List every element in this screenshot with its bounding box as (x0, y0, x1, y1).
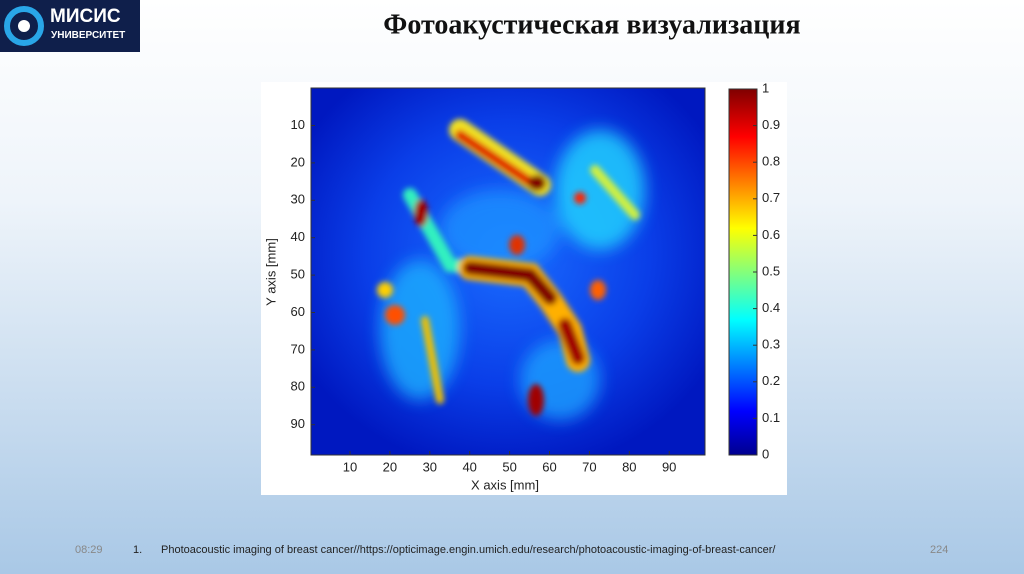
x-tick-label: 50 (502, 459, 516, 474)
page-number: 224 (930, 544, 948, 556)
footer-time: 08:29 (75, 544, 103, 556)
colorbar-tick-label: 0.9 (762, 117, 780, 132)
x-tick-label: 20 (383, 459, 397, 474)
logo-sub: УНИВЕРСИТЕТ (51, 30, 125, 41)
x-tick-label: 40 (462, 459, 476, 474)
x-tick-label: 60 (542, 459, 556, 474)
colorbar-tick-label: 0.7 (762, 190, 780, 205)
logo-name: МИСИС (50, 6, 121, 27)
colorbar-tick-label: 0.5 (762, 263, 780, 278)
ticks: 10 20 30 40 50 60 70 80 90 10 20 30 40 50 60 70 80 90 0 0.1… (291, 80, 781, 474)
colorbar-tick-label: 0.1 (762, 410, 780, 425)
colorbar-tick-label: 0 (762, 446, 769, 461)
y-axis-label: Y axis [mm] (263, 238, 278, 306)
y-tick-label: 40 (291, 229, 305, 244)
y-tick-label: 50 (291, 267, 305, 282)
colorbar-tick-label: 1 (762, 80, 769, 95)
colorbar (728, 88, 758, 456)
y-tick-label: 70 (291, 341, 305, 356)
colorbar-tick-label: 0.6 (762, 227, 780, 242)
plot-frame (310, 87, 706, 456)
x-tick-label: 10 (343, 459, 357, 474)
y-tick-label: 90 (291, 416, 305, 431)
footnote: Photoacoustic imaging of breast cancer//… (161, 544, 776, 556)
y-tick-label: 30 (291, 192, 305, 207)
x-axis-label: X axis [mm] (471, 477, 539, 492)
y-tick-label: 10 (291, 117, 305, 132)
colorbar-tick-label: 0.2 (762, 373, 780, 388)
logo-icon-dot (18, 20, 30, 32)
x-tick-label: 70 (582, 459, 596, 474)
footnote-number: 1. (133, 544, 142, 556)
colorbar-tick-label: 0.4 (762, 300, 780, 315)
x-tick-label: 90 (662, 459, 676, 474)
y-tick-label: 60 (291, 304, 305, 319)
logo-icon (4, 6, 44, 46)
y-tick-label: 80 (291, 379, 305, 394)
y-tick-label: 20 (291, 154, 305, 169)
x-tick-label: 30 (423, 459, 437, 474)
colorbar-tick-label: 0.8 (762, 154, 780, 169)
slide-title: Фотоакустическая визуализация (383, 9, 800, 40)
heatmap (311, 88, 705, 455)
colorbar-tick-label: 0.3 (762, 337, 780, 352)
x-tick-label: 80 (622, 459, 636, 474)
